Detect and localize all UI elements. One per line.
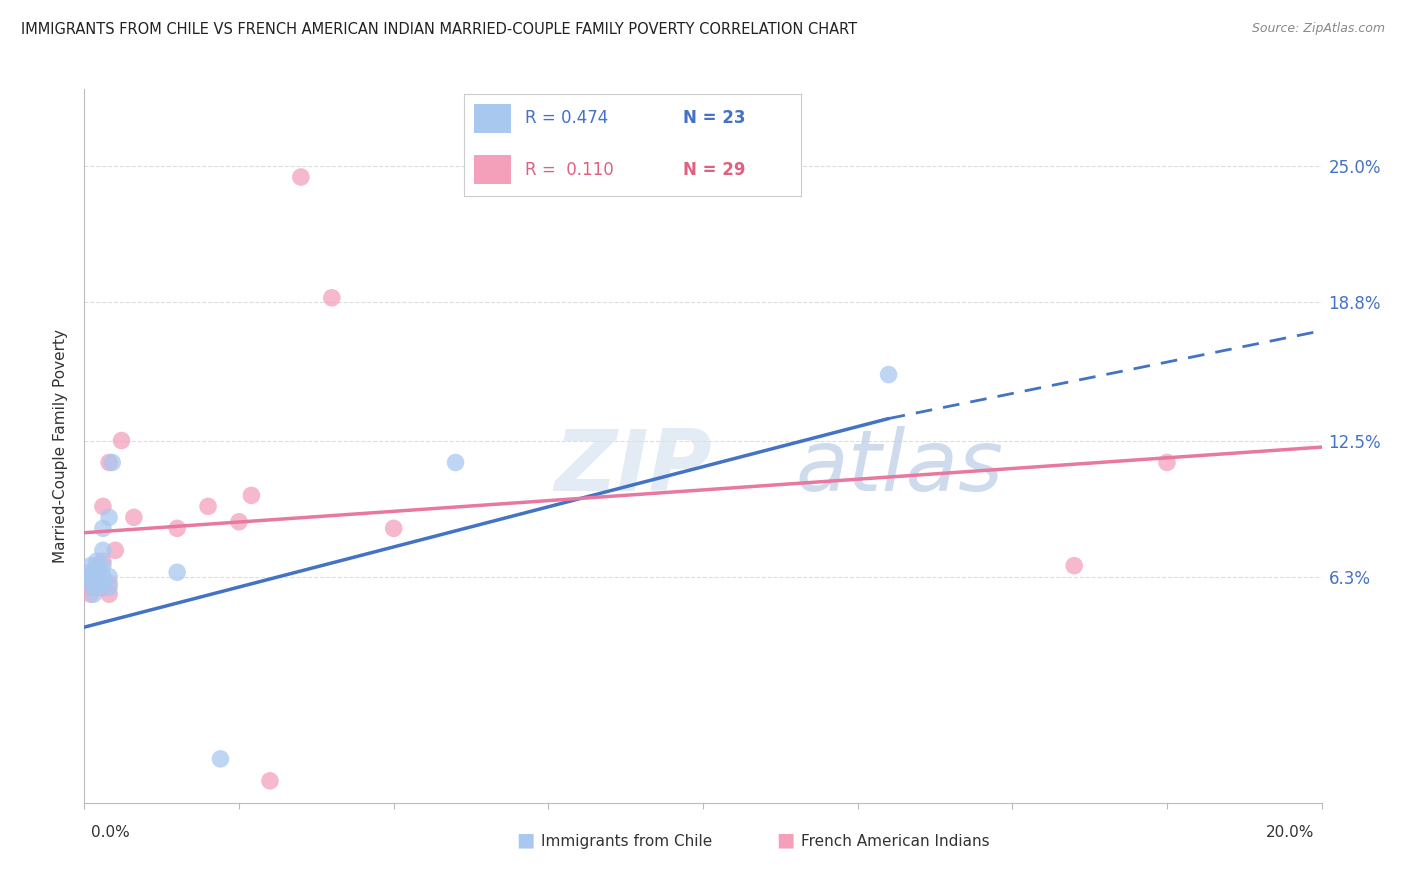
Point: [444, 455, 467, 469]
Point: [79, 576, 101, 591]
Point: [104, 543, 127, 558]
Y-axis label: Married-Couple Family Poverty: Married-Couple Family Poverty: [53, 329, 69, 563]
Point: [86, 576, 108, 591]
Text: Source: ZipAtlas.com: Source: ZipAtlas.com: [1251, 22, 1385, 36]
Point: [382, 521, 405, 535]
Point: [86, 581, 108, 595]
Text: 0.0%: 0.0%: [91, 825, 131, 840]
Point: [86, 566, 108, 580]
Point: [79, 566, 101, 580]
Point: [1063, 558, 1085, 573]
Point: [98, 576, 121, 591]
Point: [122, 510, 145, 524]
Point: [91, 576, 114, 591]
Point: [101, 455, 124, 469]
Point: [166, 521, 188, 535]
Point: [86, 558, 108, 573]
Point: [98, 569, 121, 583]
Text: ■: ■: [516, 830, 534, 849]
Point: [91, 581, 114, 595]
Point: [79, 576, 101, 591]
Text: ■: ■: [776, 830, 794, 849]
Point: [110, 434, 132, 448]
Point: [83, 587, 105, 601]
Bar: [474, 104, 512, 133]
Point: [259, 773, 281, 788]
Point: [98, 587, 121, 601]
Text: ZIP: ZIP: [554, 425, 713, 509]
Point: [240, 488, 263, 502]
Point: [86, 576, 108, 591]
Point: [197, 500, 219, 514]
Point: [98, 455, 121, 469]
Point: [91, 554, 114, 568]
Point: [228, 515, 250, 529]
Text: N = 29: N = 29: [683, 161, 745, 178]
Point: [166, 566, 188, 580]
Point: [86, 554, 108, 568]
Point: [321, 291, 343, 305]
Point: [91, 558, 114, 573]
Point: [91, 521, 114, 535]
Point: [91, 576, 114, 591]
Text: atlas: atlas: [796, 425, 1004, 509]
Point: [1156, 455, 1178, 469]
Text: 20.0%: 20.0%: [1267, 825, 1315, 840]
Point: [86, 581, 108, 595]
Point: [877, 368, 900, 382]
Point: [91, 569, 114, 583]
Point: [91, 500, 114, 514]
Point: [290, 169, 312, 184]
Point: [91, 543, 114, 558]
Text: R = 0.474: R = 0.474: [524, 110, 607, 128]
Point: [76, 576, 98, 591]
Bar: [474, 155, 512, 184]
Point: [98, 581, 121, 595]
Text: French American Indians: French American Indians: [801, 834, 990, 849]
Point: [209, 752, 232, 766]
Point: [98, 510, 121, 524]
Point: [79, 569, 101, 583]
Text: Immigrants from Chile: Immigrants from Chile: [541, 834, 713, 849]
Point: [86, 558, 108, 573]
Point: [79, 558, 101, 573]
Text: R =  0.110: R = 0.110: [524, 161, 613, 178]
Text: IMMIGRANTS FROM CHILE VS FRENCH AMERICAN INDIAN MARRIED-COUPLE FAMILY POVERTY CO: IMMIGRANTS FROM CHILE VS FRENCH AMERICAN…: [21, 22, 858, 37]
Point: [86, 569, 108, 583]
Point: [79, 587, 101, 601]
Point: [79, 581, 101, 595]
Text: N = 23: N = 23: [683, 110, 745, 128]
Point: [76, 569, 98, 583]
